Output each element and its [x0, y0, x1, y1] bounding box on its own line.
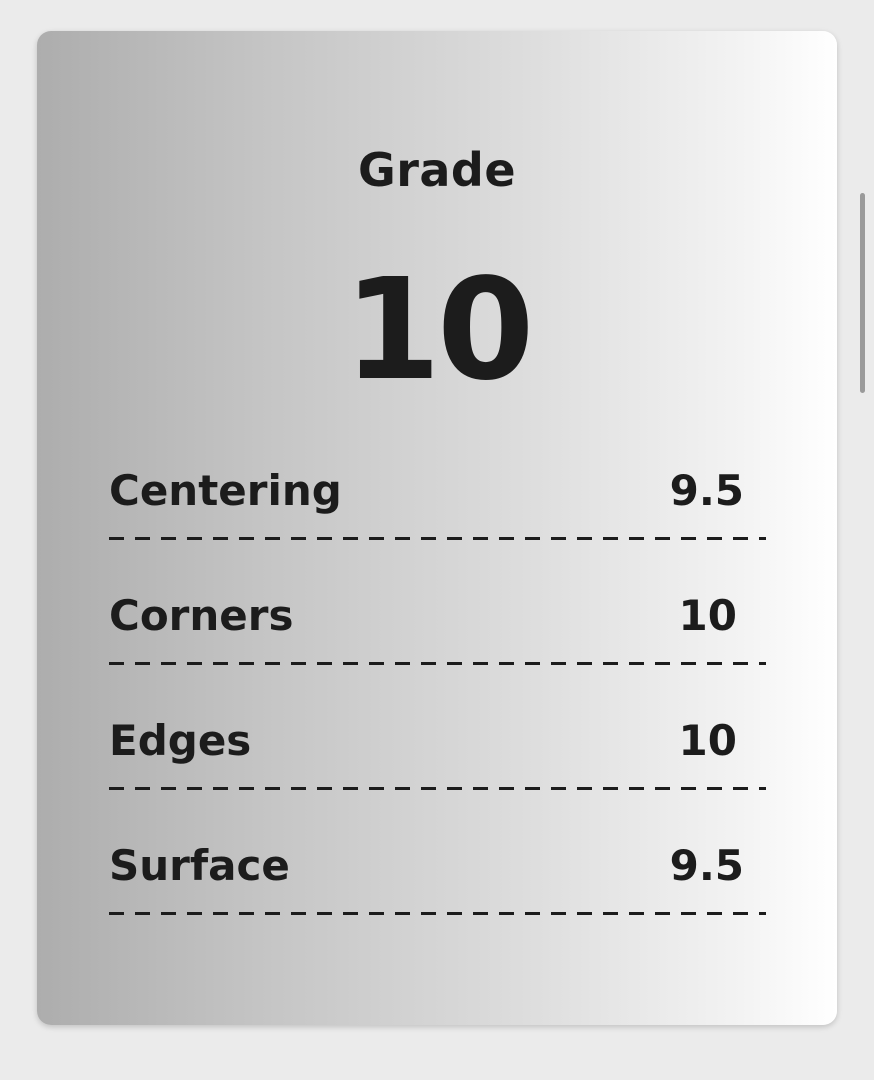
subgrade-label: Surface	[109, 841, 290, 890]
subgrade-row-edges: Edges 10	[109, 711, 766, 790]
dashed-divider	[109, 912, 766, 915]
subgrade-row-corners: Corners 10	[109, 586, 766, 665]
overall-grade: 10	[343, 249, 535, 412]
subgrade-row-surface: Surface 9.5	[109, 836, 766, 915]
subgrade-value: 9.5	[669, 841, 744, 890]
dashed-divider	[109, 662, 766, 665]
dashed-divider	[109, 787, 766, 790]
subgrade-row-centering: Centering 9.5	[109, 461, 766, 540]
subgrade-value: 9.5	[669, 466, 744, 515]
subgrade-label: Centering	[109, 466, 342, 515]
subgrade-value: 10	[678, 591, 737, 640]
grade-title: Grade	[357, 143, 517, 197]
dashed-divider	[109, 537, 766, 540]
subgrade-label: Edges	[109, 716, 252, 765]
scrollbar[interactable]	[860, 193, 865, 393]
subgrade-label: Corners	[109, 591, 294, 640]
subgrade-value: 10	[678, 716, 737, 765]
grade-card: Grade 10 Centering 9.5 Corners 10 Edges …	[37, 31, 837, 1025]
